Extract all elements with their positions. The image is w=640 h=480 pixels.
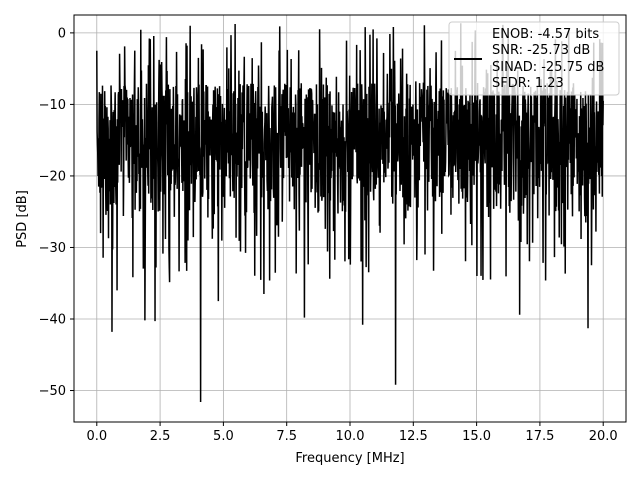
legend-box bbox=[448, 21, 620, 96]
y-tick-label: −50 bbox=[39, 384, 66, 399]
legend-entry-enob: ENOB: -4.57 bits bbox=[492, 27, 599, 42]
x-tick-label: 17.5 bbox=[525, 429, 554, 444]
x-tick-label: 0.0 bbox=[86, 429, 107, 444]
legend-entry-snr: SNR: -25.73 dB bbox=[492, 43, 590, 58]
y-tick-label: −10 bbox=[39, 98, 66, 113]
legend-entry-sfdr: SFDR: 1.23 bbox=[492, 76, 564, 91]
y-tick-label: −40 bbox=[39, 312, 66, 327]
y-tick-label: −20 bbox=[39, 169, 66, 184]
psd-series-line bbox=[96, 23, 604, 402]
axis-ticks: 0.0 2.5 5.0 7.5 10.0 12.5 15.0 17.5 20.0 0 −10 −20 −… bbox=[39, 26, 618, 444]
x-tick-label: 2.5 bbox=[150, 429, 171, 444]
legend-entry-sinad: SINAD: -25.75 dB bbox=[492, 60, 604, 75]
x-tick-label: 10.0 bbox=[336, 429, 365, 444]
series-layer bbox=[96, 23, 604, 402]
legend: ENOB: -4.57 bits SNR: -25.73 dB SINAD: -… bbox=[448, 21, 620, 96]
x-axis-label: Frequency [MHz] bbox=[295, 451, 404, 466]
y-tick-label: 0 bbox=[58, 26, 66, 41]
x-tick-label: 20.0 bbox=[589, 429, 618, 444]
x-tick-label: 7.5 bbox=[276, 429, 297, 444]
x-tick-label: 15.0 bbox=[462, 429, 491, 444]
y-tick-label: −30 bbox=[39, 241, 66, 256]
y-axis-label: PSD [dB] bbox=[15, 190, 30, 248]
x-tick-label: 5.0 bbox=[213, 429, 234, 444]
x-tick-label: 12.5 bbox=[399, 429, 428, 444]
